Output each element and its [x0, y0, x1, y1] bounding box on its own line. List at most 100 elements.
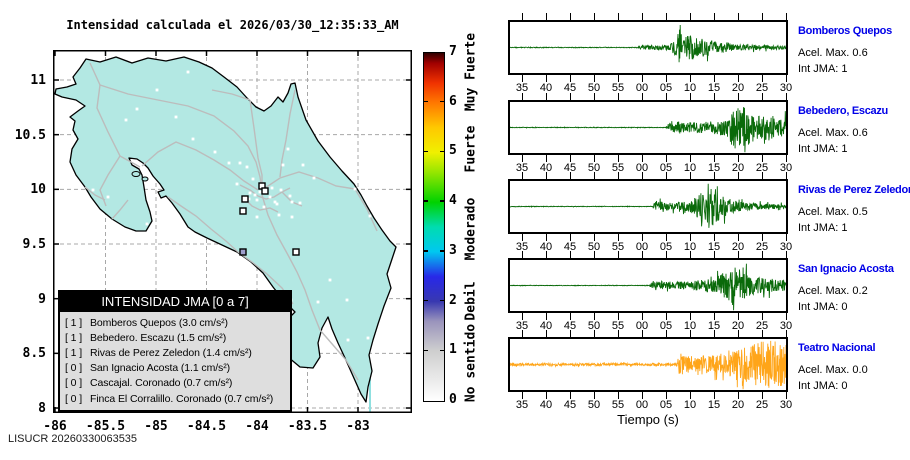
trace-tick — [570, 75, 571, 82]
legend-title: INTENSIDAD JMA [0 a 7] — [60, 292, 290, 312]
trace-tick — [618, 93, 619, 100]
trace-tick — [546, 251, 547, 258]
trace-time-label: 35 — [515, 399, 529, 411]
trace-tick — [666, 172, 667, 179]
seismogram-waveform — [509, 24, 787, 63]
trace-tick — [738, 13, 739, 20]
trace-tick — [570, 313, 571, 320]
trace-time-label: 15 — [707, 162, 721, 174]
station-dot — [277, 213, 281, 217]
station-dot — [124, 118, 128, 122]
seismogram-box — [508, 100, 788, 155]
colorbar-tick-label: 2 — [449, 292, 457, 308]
trace-tick — [762, 392, 763, 399]
colorbar-tick — [423, 349, 428, 352]
trace-tick — [618, 75, 619, 82]
colorbar-tick-label: 4 — [449, 193, 457, 209]
trace-tick — [522, 313, 523, 320]
station-dot — [346, 338, 350, 342]
trace-tick — [546, 313, 547, 320]
trace-tick — [594, 75, 595, 82]
trace-tick — [642, 155, 643, 162]
trace-tick — [570, 330, 571, 337]
intensity-colorbar — [423, 52, 445, 402]
trace-time-label: 55 — [611, 399, 625, 411]
road-line — [111, 199, 129, 220]
trace-tick — [690, 313, 691, 320]
colorbar-tick — [423, 100, 428, 103]
station-dot — [301, 163, 305, 167]
map-x-tick-label: -84 — [245, 419, 269, 434]
seismogram-waveform — [509, 263, 787, 311]
station-dot — [353, 187, 357, 191]
trace-tick — [522, 172, 523, 179]
trace-tick — [570, 93, 571, 100]
trace-accel-max: Acel. Max. 0.5 — [798, 206, 868, 218]
trace-tick — [786, 392, 787, 399]
trace-int-jma: Int JMA: 0 — [798, 301, 848, 313]
colorbar-tick-label: 7 — [449, 44, 457, 60]
road-line — [167, 196, 294, 305]
trace-tick — [594, 313, 595, 320]
trace-time-label: 55 — [611, 241, 625, 253]
trace-time-label: 35 — [515, 320, 529, 332]
station-dot — [235, 182, 239, 186]
trace-tick — [594, 155, 595, 162]
trace-tick — [570, 234, 571, 241]
trace-time-label: 35 — [515, 241, 529, 253]
road-line — [354, 188, 378, 232]
trace-station-name: Bebedero, Escazu — [798, 105, 888, 117]
trace-tick — [690, 93, 691, 100]
legend-intensity-value: [ 0 ] — [65, 362, 83, 375]
trace-time-label: 55 — [611, 82, 625, 94]
trace-station-name: Bomberos Quepos — [798, 25, 892, 37]
trace-accel-max: Acel. Max. 0.2 — [798, 285, 868, 297]
station-dot — [191, 137, 195, 141]
station-dot — [268, 195, 272, 199]
trace-time-label: 10 — [683, 320, 697, 332]
trace-time-label: 10 — [683, 241, 697, 253]
colorbar-tick-label: 6 — [449, 93, 457, 109]
trace-tick — [618, 251, 619, 258]
station-dot — [270, 186, 274, 190]
trace-time-label: 50 — [587, 320, 601, 332]
trace-tick — [762, 13, 763, 20]
trace-tick — [714, 234, 715, 241]
legend-station-label: Bebedero. Escazu (1.5 cm/s²) — [90, 331, 227, 344]
colorbar-tick — [423, 299, 428, 302]
trace-time-label: 55 — [611, 162, 625, 174]
road-line — [261, 171, 356, 191]
station-dot — [275, 202, 279, 206]
trace-time-label: 45 — [563, 82, 577, 94]
trace-time-label: 20 — [731, 162, 745, 174]
station-dot — [135, 107, 139, 111]
trace-tick — [762, 75, 763, 82]
trace-time-label: 05 — [659, 320, 673, 332]
colorbar-category-label: Fuerte — [463, 125, 479, 173]
map-y-tick-label: 9 — [38, 291, 46, 307]
map-x-tick-label: -84.5 — [186, 419, 227, 434]
trace-tick — [642, 234, 643, 241]
trace-tick — [690, 172, 691, 179]
station-dot — [288, 194, 292, 198]
trace-time-label: 20 — [731, 82, 745, 94]
station-dot — [368, 214, 372, 218]
trace-tick — [642, 392, 643, 399]
trace-tick — [738, 251, 739, 258]
map-x-tick-label: -85 — [144, 419, 168, 434]
station-dot — [251, 177, 255, 181]
trace-tick — [666, 392, 667, 399]
trace-time-label: 10 — [683, 82, 697, 94]
map-x-tick-label: -85.5 — [85, 419, 126, 434]
station-dot — [174, 115, 178, 119]
colorbar-tick — [423, 200, 428, 202]
colorbar-category-label: Debil — [463, 281, 479, 321]
trace-tick — [762, 155, 763, 162]
map-x-tick-label: -83 — [346, 419, 370, 434]
station-dot — [298, 201, 302, 205]
station-dot — [328, 278, 332, 282]
road-line — [261, 194, 359, 381]
map-title: Intensidad calculada el 2026/03/30_12:35… — [66, 18, 399, 32]
trace-time-label: 15 — [707, 82, 721, 94]
trace-tick — [642, 330, 643, 337]
